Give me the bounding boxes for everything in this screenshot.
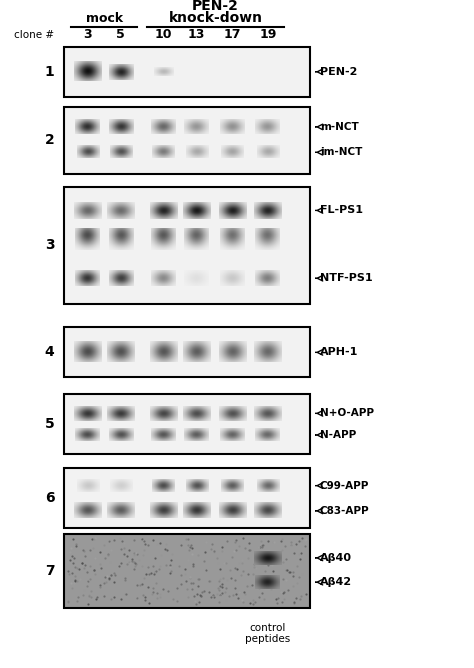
Text: control
peptides: control peptides: [245, 623, 291, 644]
Text: C83-APP: C83-APP: [320, 506, 370, 516]
Bar: [64, 47, 310, 97]
Text: N+O-APP: N+O-APP: [320, 408, 374, 418]
Text: 3: 3: [83, 28, 92, 41]
Text: PEN-2: PEN-2: [320, 67, 357, 77]
Text: 6: 6: [45, 491, 55, 504]
Text: 5: 5: [117, 28, 125, 41]
Text: C99-APP: C99-APP: [320, 481, 369, 490]
Bar: [64, 394, 310, 454]
Text: 3: 3: [45, 238, 55, 253]
Bar: [64, 187, 310, 304]
Bar: [64, 327, 310, 377]
Bar: [64, 468, 310, 528]
Bar: [64, 107, 310, 174]
Text: N-APP: N-APP: [320, 430, 356, 440]
Text: 2: 2: [45, 134, 55, 147]
Text: clone #: clone #: [14, 30, 55, 39]
Text: 7: 7: [45, 564, 55, 578]
Text: knock-down: knock-down: [169, 11, 263, 25]
Text: FL-PS1: FL-PS1: [320, 206, 363, 215]
Text: 10: 10: [155, 28, 172, 41]
Text: im-NCT: im-NCT: [320, 148, 362, 157]
Text: 4: 4: [45, 345, 55, 359]
Text: APH-1: APH-1: [320, 347, 358, 357]
Text: 19: 19: [259, 28, 276, 41]
Text: 13: 13: [188, 28, 205, 41]
Text: NTF-PS1: NTF-PS1: [320, 273, 373, 283]
Text: Aβ40: Aβ40: [320, 553, 352, 563]
Text: Aβ42: Aβ42: [320, 577, 352, 587]
Bar: [64, 534, 310, 608]
Text: m-NCT: m-NCT: [320, 122, 359, 132]
Text: PEN-2: PEN-2: [192, 0, 239, 13]
Text: 5: 5: [45, 418, 55, 431]
Text: 1: 1: [45, 65, 55, 79]
Text: mock: mock: [86, 12, 123, 25]
Text: 17: 17: [224, 28, 241, 41]
